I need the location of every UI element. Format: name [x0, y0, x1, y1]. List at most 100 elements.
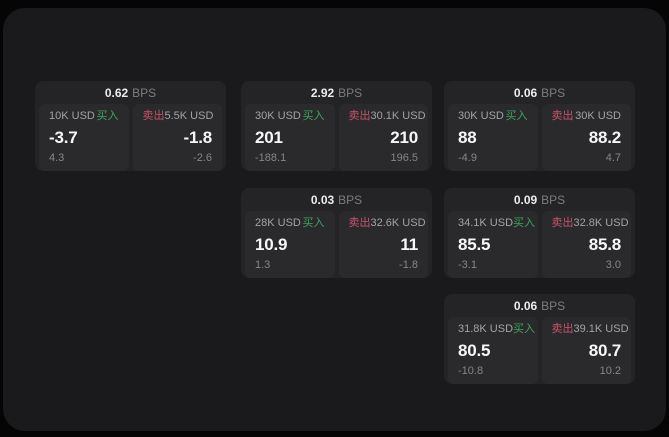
buy-amount: 30K USD: [458, 110, 504, 122]
bps-value: 0.03: [310, 192, 335, 207]
sell-pane-header: 卖出 32.8K USD: [551, 217, 629, 229]
sell-amount: 30K USD: [575, 110, 621, 122]
buy-sub-value: -10.8: [458, 365, 484, 377]
sell-side-label: 卖出: [348, 217, 371, 229]
quote-card: 0.62 BPS 10K USD 买入 -3.7 4.3 卖出 5.5K USD…: [35, 81, 226, 171]
sell-pane-header: 卖出 39.1K USD: [551, 323, 629, 335]
sell-price: -1.8: [183, 128, 213, 147]
sell-side-label: 卖出: [142, 110, 165, 122]
sell-side-label: 卖出: [551, 217, 574, 229]
buy-side-label: 买入: [513, 217, 536, 229]
buy-price: 201: [255, 128, 283, 147]
quote-card: 0.06 BPS 30K USD 买入 88 -4.9 卖出 30K USD 8…: [444, 81, 635, 171]
buy-price: 10.9: [255, 235, 288, 254]
buy-side-label: 买入: [302, 217, 325, 229]
bps-unit-label: BPS: [132, 85, 157, 100]
card-body: 31.8K USD 买入 80.5 -10.8 卖出 39.1K USD 80.…: [444, 317, 635, 384]
bps-unit-label: BPS: [541, 85, 566, 100]
buy-amount: 30K USD: [255, 110, 301, 122]
buy-amount: 31.8K USD: [458, 323, 514, 335]
buy-amount: 34.1K USD: [458, 217, 514, 229]
buy-quote-button[interactable]: 31.8K USD 买入 80.5 -10.8: [448, 317, 538, 384]
buy-side-label: 买入: [505, 110, 528, 122]
bps-value: 0.62: [104, 85, 129, 100]
bps-unit-label: BPS: [541, 298, 566, 313]
sell-sub-value: -1.8: [399, 259, 418, 271]
sell-sub-value: 4.7: [605, 152, 621, 164]
sell-quote-button[interactable]: 卖出 30.1K USD 210 196.5: [338, 104, 428, 171]
buy-pane-header: 10K USD 买入: [49, 111, 119, 122]
buy-quote-button[interactable]: 28K USD 买入 10.9 1.3: [245, 211, 335, 278]
buy-price: 88: [458, 128, 477, 147]
buy-quote-button[interactable]: 10K USD 买入 -3.7 4.3: [39, 104, 129, 171]
card-header: 0.09 BPS: [444, 188, 635, 211]
buy-pane-header: 31.8K USD 买入: [458, 323, 535, 335]
buy-amount: 10K USD: [49, 110, 95, 122]
buy-sub-value: -4.9: [458, 152, 477, 164]
sell-sub-value: 196.5: [390, 152, 418, 164]
buy-price: -3.7: [49, 128, 78, 147]
sell-sub-value: 10.2: [599, 365, 621, 377]
buy-pane-header: 30K USD 买入: [458, 111, 528, 122]
buy-sub-value: 1.3: [255, 259, 271, 271]
card-header: 0.06 BPS: [444, 81, 635, 104]
buy-pane-header: 34.1K USD 买入: [458, 217, 535, 229]
buy-sub-value: -3.1: [458, 259, 477, 271]
quote-card: 0.06 BPS 31.8K USD 买入 80.5 -10.8 卖出 39.1…: [444, 294, 635, 384]
quote-card: 0.09 BPS 34.1K USD 买入 85.5 -3.1 卖出 32.8K…: [444, 188, 635, 278]
buy-price: 85.5: [458, 235, 491, 254]
sell-amount: 30.1K USD: [370, 110, 426, 122]
sell-quote-button[interactable]: 卖出 32.6K USD 11 -1.8: [338, 211, 428, 278]
buy-pane-header: 28K USD 买入: [255, 218, 325, 229]
buy-quote-button[interactable]: 30K USD 买入 88 -4.9: [448, 104, 538, 171]
sell-price: 11: [400, 235, 418, 254]
card-header: 0.62 BPS: [35, 81, 226, 104]
sell-quote-button[interactable]: 卖出 32.8K USD 85.8 3.0: [541, 211, 631, 278]
sell-side-label: 卖出: [551, 110, 574, 122]
card-body: 28K USD 买入 10.9 1.3 卖出 32.6K USD 11 -1.8: [241, 211, 432, 278]
sell-sub-value: -2.6: [193, 152, 212, 164]
buy-sub-value: -188.1: [255, 152, 287, 164]
quote-board: 0.62 BPS 10K USD 买入 -3.7 4.3 卖出 5.5K USD…: [3, 8, 666, 431]
sell-sub-value: 3.0: [605, 259, 621, 271]
card-body: 30K USD 买入 201 -188.1 卖出 30.1K USD 210 1…: [241, 104, 432, 171]
sell-price: 80.7: [588, 341, 621, 360]
sell-pane-header: 卖出 30K USD: [552, 111, 622, 122]
sell-quote-button[interactable]: 卖出 5.5K USD -1.8 -2.6: [132, 104, 222, 171]
bps-unit-label: BPS: [338, 85, 363, 100]
buy-side-label: 买入: [302, 110, 325, 122]
bps-unit-label: BPS: [541, 192, 566, 207]
sell-amount: 32.6K USD: [370, 217, 426, 229]
sell-side-label: 卖出: [551, 323, 574, 335]
bps-value: 0.06: [513, 298, 538, 313]
card-body: 30K USD 买入 88 -4.9 卖出 30K USD 88.2 4.7: [444, 104, 635, 171]
sell-amount: 5.5K USD: [164, 110, 214, 122]
buy-quote-button[interactable]: 30K USD 买入 201 -188.1: [245, 104, 335, 171]
buy-side-label: 买入: [96, 110, 119, 122]
buy-amount: 28K USD: [255, 217, 301, 229]
quote-card: 0.03 BPS 28K USD 买入 10.9 1.3 卖出 32.6K US…: [241, 188, 432, 278]
bps-value: 0.09: [513, 192, 538, 207]
sell-pane-header: 卖出 30.1K USD: [348, 110, 426, 122]
bps-value: 2.92: [310, 85, 335, 100]
buy-quote-button[interactable]: 34.1K USD 买入 85.5 -3.1: [448, 211, 538, 278]
card-body: 10K USD 买入 -3.7 4.3 卖出 5.5K USD -1.8 -2.…: [35, 104, 226, 171]
sell-price: 88.2: [588, 128, 621, 147]
card-header: 2.92 BPS: [241, 81, 432, 104]
buy-price: 80.5: [458, 341, 491, 360]
sell-side-label: 卖出: [348, 110, 371, 122]
sell-pane-header: 卖出 5.5K USD: [142, 110, 214, 122]
quote-card: 2.92 BPS 30K USD 买入 201 -188.1 卖出 30.1K …: [241, 81, 432, 171]
buy-pane-header: 30K USD 买入: [255, 111, 325, 122]
sell-quote-button[interactable]: 卖出 39.1K USD 80.7 10.2: [541, 317, 631, 384]
bps-unit-label: BPS: [338, 192, 363, 207]
sell-price: 210: [390, 128, 418, 147]
buy-sub-value: 4.3: [49, 152, 65, 164]
bps-value: 0.06: [513, 85, 538, 100]
card-header: 0.06 BPS: [444, 294, 635, 317]
sell-price: 85.8: [588, 235, 621, 254]
card-body: 34.1K USD 买入 85.5 -3.1 卖出 32.8K USD 85.8…: [444, 211, 635, 278]
sell-amount: 39.1K USD: [573, 323, 629, 335]
sell-quote-button[interactable]: 卖出 30K USD 88.2 4.7: [541, 104, 631, 171]
buy-side-label: 买入: [513, 323, 536, 335]
